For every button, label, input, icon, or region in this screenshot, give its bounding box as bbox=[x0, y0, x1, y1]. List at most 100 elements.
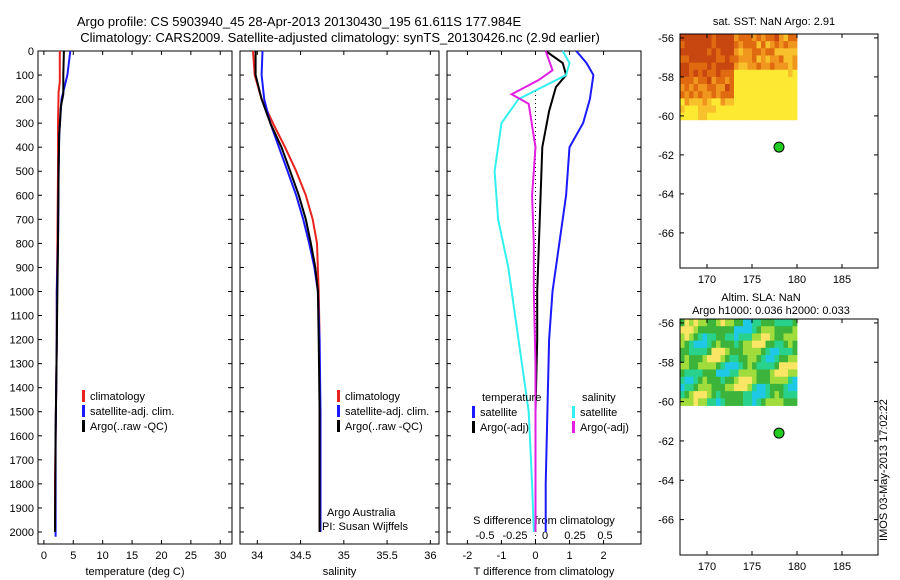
sst-heat-cell bbox=[693, 55, 699, 63]
sst-heat-cell bbox=[756, 55, 762, 63]
sst-heat-cell bbox=[743, 48, 748, 56]
sst-heat-cell bbox=[684, 41, 690, 49]
sst-heat-cell bbox=[689, 41, 694, 49]
temp-frame bbox=[37, 50, 233, 545]
sla-heat-cell bbox=[680, 369, 685, 378]
sla-heat-cell bbox=[743, 369, 748, 378]
sst-heat-cell bbox=[684, 62, 690, 71]
sst-heat-cell bbox=[702, 34, 708, 42]
sst-heat-cell bbox=[702, 98, 708, 106]
sla-heat-cell bbox=[761, 362, 766, 370]
sla-heat-cell bbox=[693, 376, 699, 385]
sst-heat-cell bbox=[689, 84, 694, 92]
sla-heat-cell bbox=[716, 369, 721, 378]
sst-heat-cell bbox=[747, 62, 753, 71]
sst-heat-cell bbox=[684, 48, 690, 56]
sla-heat-cell bbox=[684, 326, 690, 334]
sst-heat-cell bbox=[788, 98, 793, 106]
sst-heat-cell bbox=[738, 41, 744, 49]
sst-heat-cell bbox=[743, 55, 748, 63]
sla-heat-cell bbox=[761, 347, 766, 356]
sst-heat-cell bbox=[779, 34, 784, 42]
temp-legend-label: Argo(..raw -QC) bbox=[90, 421, 168, 433]
sst-heat-cell bbox=[738, 84, 744, 92]
sla-heat-cell bbox=[752, 340, 757, 349]
sla-heat-cell bbox=[684, 362, 690, 370]
sst-heat-cell bbox=[774, 48, 780, 56]
sla-heat-cell bbox=[747, 391, 753, 399]
sla-heat-cell bbox=[770, 362, 775, 370]
sla-heat-cell bbox=[788, 326, 793, 334]
sst-heat-cell bbox=[734, 76, 739, 85]
sst-heat-cell bbox=[774, 112, 780, 121]
sst-heat-cell bbox=[770, 98, 775, 106]
sst-heat-cell bbox=[720, 112, 726, 121]
sla-heat-cell bbox=[707, 319, 712, 327]
sst-heat-cell bbox=[720, 84, 726, 92]
sst-heat-cell bbox=[774, 62, 780, 71]
sst-heat-cell bbox=[720, 62, 726, 71]
sst-heat-cell bbox=[716, 41, 721, 49]
sla-heat-cell bbox=[756, 340, 762, 349]
sst-heat-cell bbox=[729, 41, 735, 49]
sla-heat-cell bbox=[783, 362, 789, 370]
sst-heat-cell bbox=[747, 48, 753, 56]
sla-heat-cell bbox=[725, 326, 730, 334]
sst-map: 170 175 180 185 -56 -58 -60 -62 -64 -66 sat. SST: … bbox=[658, 16, 879, 286]
sla-heat-cell bbox=[779, 398, 784, 406]
sla-heat-cell bbox=[788, 369, 793, 378]
footer-stamp: IMOS 03-May-2013 17:02:22 bbox=[878, 399, 890, 541]
sst-heat-cell bbox=[774, 98, 780, 106]
sla-heat-cell bbox=[680, 383, 685, 392]
sst-heat-cell bbox=[743, 112, 748, 121]
sla-heat-cell bbox=[716, 376, 721, 385]
sla-heat-cell bbox=[729, 326, 735, 334]
sst-heat-cell bbox=[774, 105, 780, 114]
sst-heat-cell bbox=[729, 34, 735, 42]
sst-heat-cell bbox=[734, 62, 739, 71]
difference-profile-chart: -2 -1 0 1 2 T difference from climatology -0.5… bbox=[446, 50, 642, 578]
sla-heat-cell bbox=[693, 391, 699, 399]
sla-heat-cell bbox=[774, 398, 780, 406]
sla-heat-cell bbox=[707, 340, 712, 349]
sla-heat-cell bbox=[734, 333, 739, 342]
sst-heat-cell bbox=[774, 84, 780, 92]
sla-heat-cell bbox=[747, 319, 753, 327]
sst-heat-cell bbox=[770, 69, 775, 78]
sla-heat-cell bbox=[747, 369, 753, 378]
sst-heat-cell bbox=[716, 98, 721, 106]
diff-series-cyan-line bbox=[493, 50, 571, 533]
sst-heat-cell bbox=[770, 55, 775, 63]
sst-heat-cell bbox=[792, 76, 798, 85]
sst-heat-cell bbox=[716, 84, 721, 92]
sla-heat-cell bbox=[738, 383, 744, 392]
sla-heat-cell bbox=[684, 319, 690, 327]
sst-heat-cell bbox=[738, 91, 744, 99]
sla-heat-cell bbox=[711, 319, 717, 327]
sla-heat-cell bbox=[734, 326, 739, 334]
sla-heat-cell bbox=[684, 340, 690, 349]
sst-heat-cell bbox=[779, 84, 784, 92]
sla-heat-cell bbox=[680, 391, 685, 399]
sst-heat-cell bbox=[702, 76, 708, 85]
sst-heat-cell bbox=[738, 55, 744, 63]
sla-heat-cell bbox=[684, 376, 690, 385]
sst-heat-cell bbox=[693, 34, 699, 42]
sla-heat-cell bbox=[738, 376, 744, 385]
sla-heat-cell bbox=[738, 355, 744, 363]
sst-heat-cell bbox=[756, 91, 762, 99]
sla-frame bbox=[679, 318, 879, 556]
temp-xtick-label: 30 bbox=[214, 550, 226, 562]
sla-heat-cell bbox=[680, 326, 685, 334]
sla-heat-cell bbox=[734, 391, 739, 399]
sla-heat-cell bbox=[716, 326, 721, 334]
temp-legend-label: satellite-adj. clim. bbox=[90, 406, 174, 418]
sla-heat-cell bbox=[711, 369, 717, 378]
sla-heat-cell bbox=[707, 326, 712, 334]
sla-heat-cell bbox=[680, 376, 685, 385]
sst-xtick-label: 180 bbox=[788, 274, 806, 286]
sla-heat-cell bbox=[788, 319, 793, 327]
sst-heat-cell bbox=[689, 48, 694, 56]
sla-heat-cell bbox=[756, 391, 762, 399]
sla-heat-cell bbox=[774, 326, 780, 334]
